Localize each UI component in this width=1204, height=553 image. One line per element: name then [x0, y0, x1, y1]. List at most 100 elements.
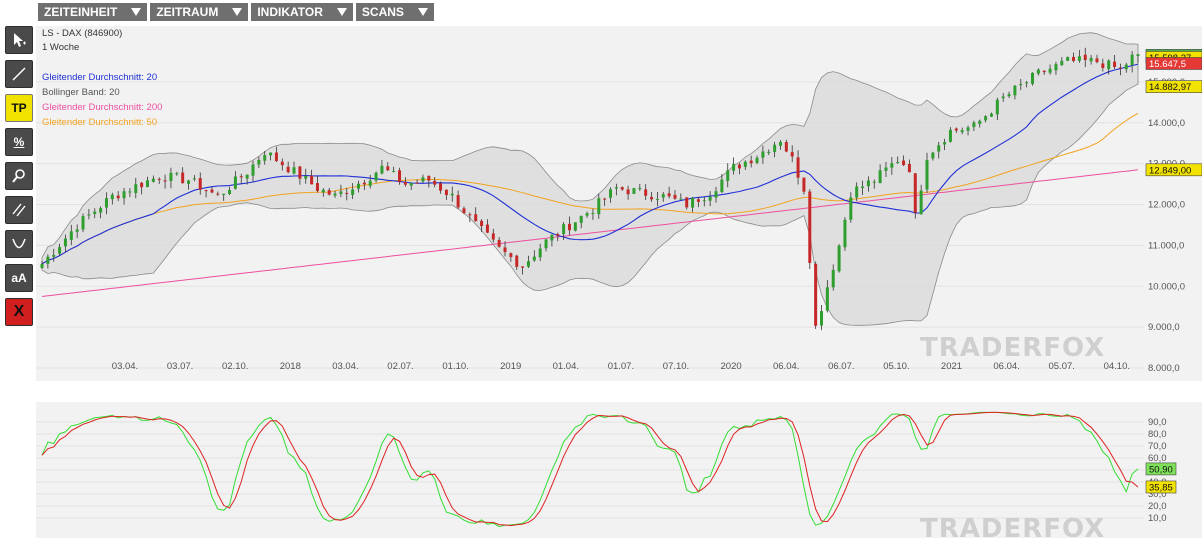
candle-body	[866, 180, 870, 187]
candle-body	[696, 199, 700, 202]
candle-body	[597, 198, 601, 215]
cursor-icon	[14, 33, 26, 47]
menu-label: ZEITEINHEIT	[44, 5, 118, 19]
candle-body	[392, 171, 396, 173]
candle-body	[274, 152, 278, 162]
x-tick-label: 2020	[721, 361, 742, 372]
candle-body	[995, 99, 999, 115]
candle-body	[655, 198, 659, 200]
candle-body	[58, 247, 62, 254]
y-tick-label: 20,0	[1148, 501, 1167, 512]
candle-body	[1095, 58, 1099, 63]
candle-body	[198, 178, 202, 190]
candle-body	[386, 166, 390, 171]
stochastic-d-line	[41, 411, 1139, 527]
candle-body	[907, 163, 911, 173]
candle-body	[239, 176, 243, 178]
candle-body	[69, 231, 73, 240]
zoom-tool-button[interactable]	[5, 162, 33, 190]
candle-body	[778, 141, 782, 146]
delete-tool-button[interactable]: X	[5, 298, 33, 326]
candle-body	[714, 191, 718, 198]
candle-body	[87, 214, 91, 216]
y-tick-label: 9.000,0	[1148, 322, 1180, 333]
candle-body	[609, 189, 613, 198]
tp-tool-button[interactable]: TP	[5, 94, 33, 122]
y-tick-label: 12.000,0	[1148, 200, 1185, 211]
menu-label: ZEITRAUM	[156, 5, 219, 19]
y-tick-label: 60,0	[1148, 453, 1167, 464]
candle-body	[1036, 69, 1040, 74]
candle-body	[1083, 54, 1087, 61]
x-tick-label: 03.04.	[332, 361, 358, 372]
candle-body	[128, 191, 132, 193]
sma200-line	[41, 169, 1139, 297]
oscillator-panel[interactable]: 10,020,030,040,050,060,070,080,090,003.0…	[36, 402, 1202, 552]
candle-body	[1042, 70, 1046, 73]
candle-body	[1025, 82, 1029, 84]
candle-body	[81, 216, 85, 230]
legend-sma20[interactable]: Gleitender Durchschnitt: 20	[42, 72, 158, 83]
legend-sma50[interactable]: Gleitender Durchschnitt: 50	[42, 117, 158, 128]
menu-indikator[interactable]: INDIKATOR	[251, 3, 353, 21]
legend-sma200[interactable]: Gleitender Durchschnitt: 200	[42, 102, 163, 113]
arc-tool-button[interactable]	[5, 230, 33, 258]
price-chart[interactable]: 8.000,09.000,010.000,011.000,012.000,013…	[36, 26, 1203, 381]
caret-down-icon	[131, 8, 142, 16]
candle-body	[814, 263, 818, 326]
candle-body	[808, 191, 812, 263]
candle-body	[784, 142, 788, 152]
candle-body	[825, 287, 829, 311]
candle-body	[1007, 94, 1011, 97]
candle-body	[661, 194, 665, 198]
candle-body	[972, 122, 976, 128]
percent-tool-button[interactable]: %	[5, 128, 33, 156]
candle-body	[632, 188, 636, 194]
line-tool-button[interactable]	[5, 60, 33, 88]
candle-body	[456, 195, 460, 208]
candle-body	[99, 208, 103, 213]
x-tick-label: 04.10.	[1104, 361, 1130, 372]
candle-body	[843, 219, 847, 248]
menu-zeiteinheit[interactable]: ZEITEINHEIT	[38, 3, 148, 21]
candle-body	[210, 189, 214, 193]
candle-body	[503, 247, 507, 253]
candle-body	[192, 178, 196, 180]
candle-body	[849, 197, 853, 220]
menu-scans[interactable]: SCANS	[355, 3, 434, 21]
candle-body	[837, 245, 841, 272]
candle-body	[140, 182, 144, 188]
price-label: 12.849,00	[1149, 165, 1191, 176]
candle-body	[579, 215, 583, 223]
y-tick-label: 80,0	[1148, 429, 1167, 440]
candle-body	[989, 113, 993, 117]
price-chart-panel[interactable]: 8.000,09.000,010.000,011.000,012.000,013…	[36, 26, 1203, 381]
parallel-lines-tool-button[interactable]	[5, 196, 33, 224]
candle-body	[222, 193, 226, 196]
candle-body	[544, 239, 548, 249]
sma20-line	[41, 63, 1139, 265]
menu-zeitraum[interactable]: ZEITRAUM	[150, 3, 249, 21]
text-tool-button[interactable]: aA	[5, 264, 33, 292]
candle-body	[1089, 57, 1093, 62]
candle-body	[650, 196, 654, 200]
cursor-tool-button[interactable]	[5, 26, 33, 54]
candle-body	[919, 190, 923, 215]
candle-body	[861, 186, 865, 189]
candle-body	[480, 220, 484, 227]
candle-body	[790, 152, 794, 157]
candle-body	[1101, 63, 1105, 68]
candle-body	[216, 193, 220, 195]
candle-body	[110, 194, 114, 200]
candle-body	[304, 175, 308, 179]
candle-body	[943, 142, 947, 145]
legend-bollinger[interactable]: Bollinger Band: 20	[42, 87, 120, 98]
x-tick-label: 01.04.	[553, 361, 579, 372]
x-tick-label: 06.07.	[828, 361, 854, 372]
oscillator-value-box	[1145, 480, 1177, 494]
y-tick-label: 90,0	[1148, 417, 1167, 428]
candle-body	[40, 263, 44, 268]
candle-body	[902, 160, 906, 166]
candle-body	[732, 164, 736, 171]
candle-body	[398, 170, 402, 182]
